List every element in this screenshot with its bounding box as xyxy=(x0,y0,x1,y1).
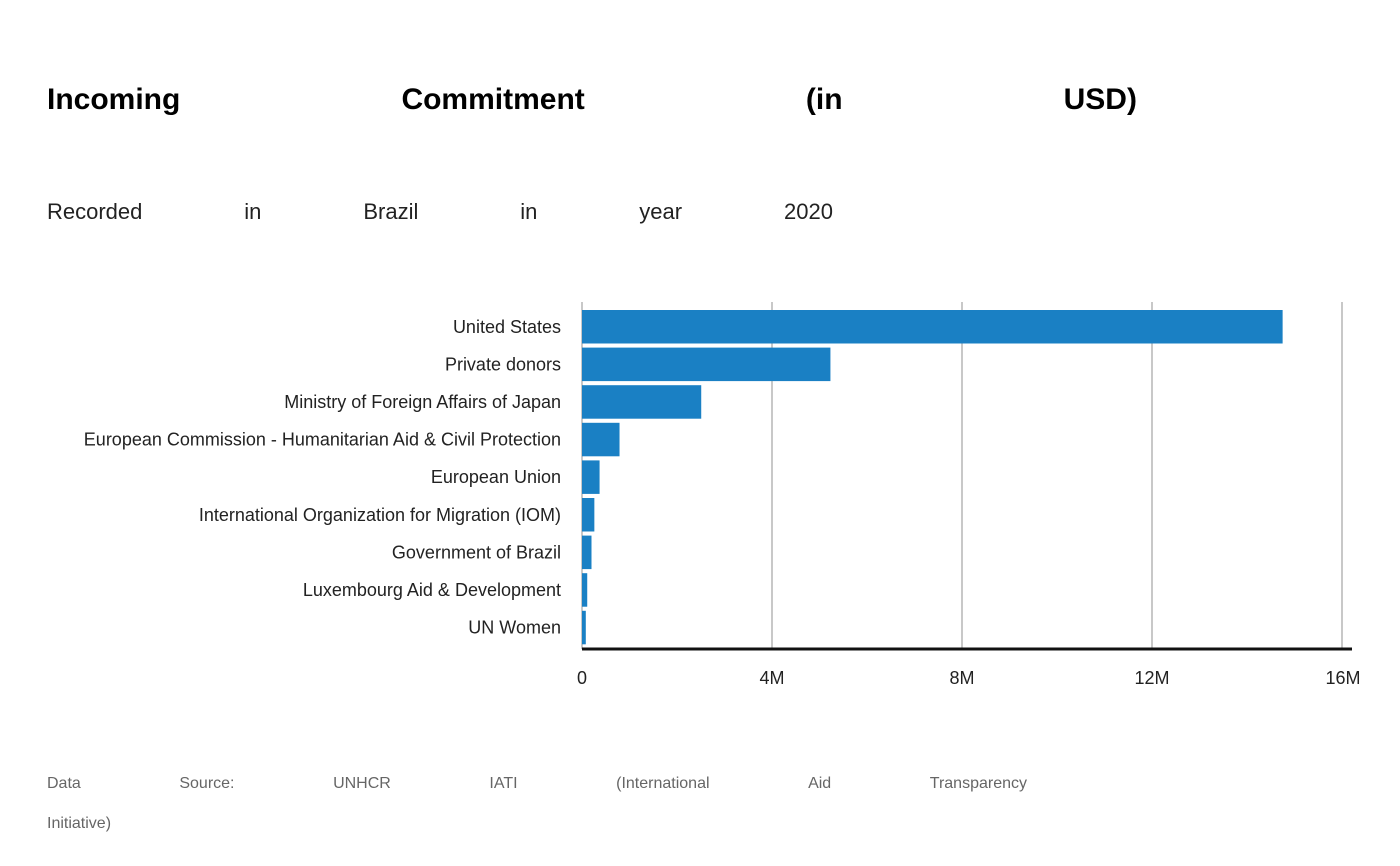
category-label: International Organization for Migration… xyxy=(199,505,561,525)
source-word: Initiative) xyxy=(47,815,112,832)
category-label: Government of Brazil xyxy=(392,542,561,562)
bar xyxy=(582,422,620,457)
source-word: Transparency xyxy=(929,775,1027,792)
category-label: European Union xyxy=(431,467,561,487)
bar xyxy=(582,498,595,532)
source-word: IATI xyxy=(489,775,518,792)
subtitle-word: 2020 xyxy=(783,199,833,224)
data-source-line-1: Data Source: UNHCR IATI (International Aid Tra… xyxy=(47,772,1027,796)
bar-chart: United States Private donors Ministry of F… xyxy=(84,302,1361,688)
x-tick-label: 12M xyxy=(1134,668,1169,688)
subtitle-word: Recorded xyxy=(47,199,143,224)
title-word: USD) xyxy=(1063,83,1137,116)
category-label: Private donors xyxy=(445,354,561,374)
source-word: (International xyxy=(616,775,710,792)
title-word: Incoming xyxy=(47,83,181,116)
data-source-line-2: Initiative) xyxy=(47,812,111,836)
x-tick-label: 4M xyxy=(759,668,784,688)
category-label: UN Women xyxy=(468,618,561,638)
subtitle-word: year xyxy=(639,199,683,224)
source-word: Source: xyxy=(179,775,235,792)
category-label: United States xyxy=(453,317,561,337)
x-tick-label: 0 xyxy=(577,668,587,688)
title-word: Commitment xyxy=(401,83,585,116)
chart-title: Incoming Commitment (in USD) xyxy=(47,80,1137,120)
source-word: Data xyxy=(47,775,81,792)
category-label: European Commission - Humanitarian Aid &… xyxy=(84,430,561,450)
category-label: Ministry of Foreign Affairs of Japan xyxy=(284,392,561,412)
subtitle-word: in xyxy=(244,199,262,224)
x-tick-label: 8M xyxy=(949,668,974,688)
subtitle-word: Brazil xyxy=(363,199,419,224)
bar xyxy=(582,573,588,607)
source-word: Aid xyxy=(808,775,832,792)
bar xyxy=(582,460,600,494)
bar xyxy=(582,347,831,382)
bar xyxy=(582,310,1283,344)
bar xyxy=(582,385,702,419)
x-tick-label: 16M xyxy=(1325,668,1360,688)
bar xyxy=(582,610,586,645)
category-label: Luxembourg Aid & Development xyxy=(303,580,561,600)
source-word: UNHCR xyxy=(333,775,391,792)
title-word: (in xyxy=(805,83,843,116)
chart-subtitle: Recorded in Brazil in year 2020 xyxy=(47,196,833,228)
subtitle-word: in xyxy=(520,199,538,224)
bar xyxy=(582,535,592,570)
